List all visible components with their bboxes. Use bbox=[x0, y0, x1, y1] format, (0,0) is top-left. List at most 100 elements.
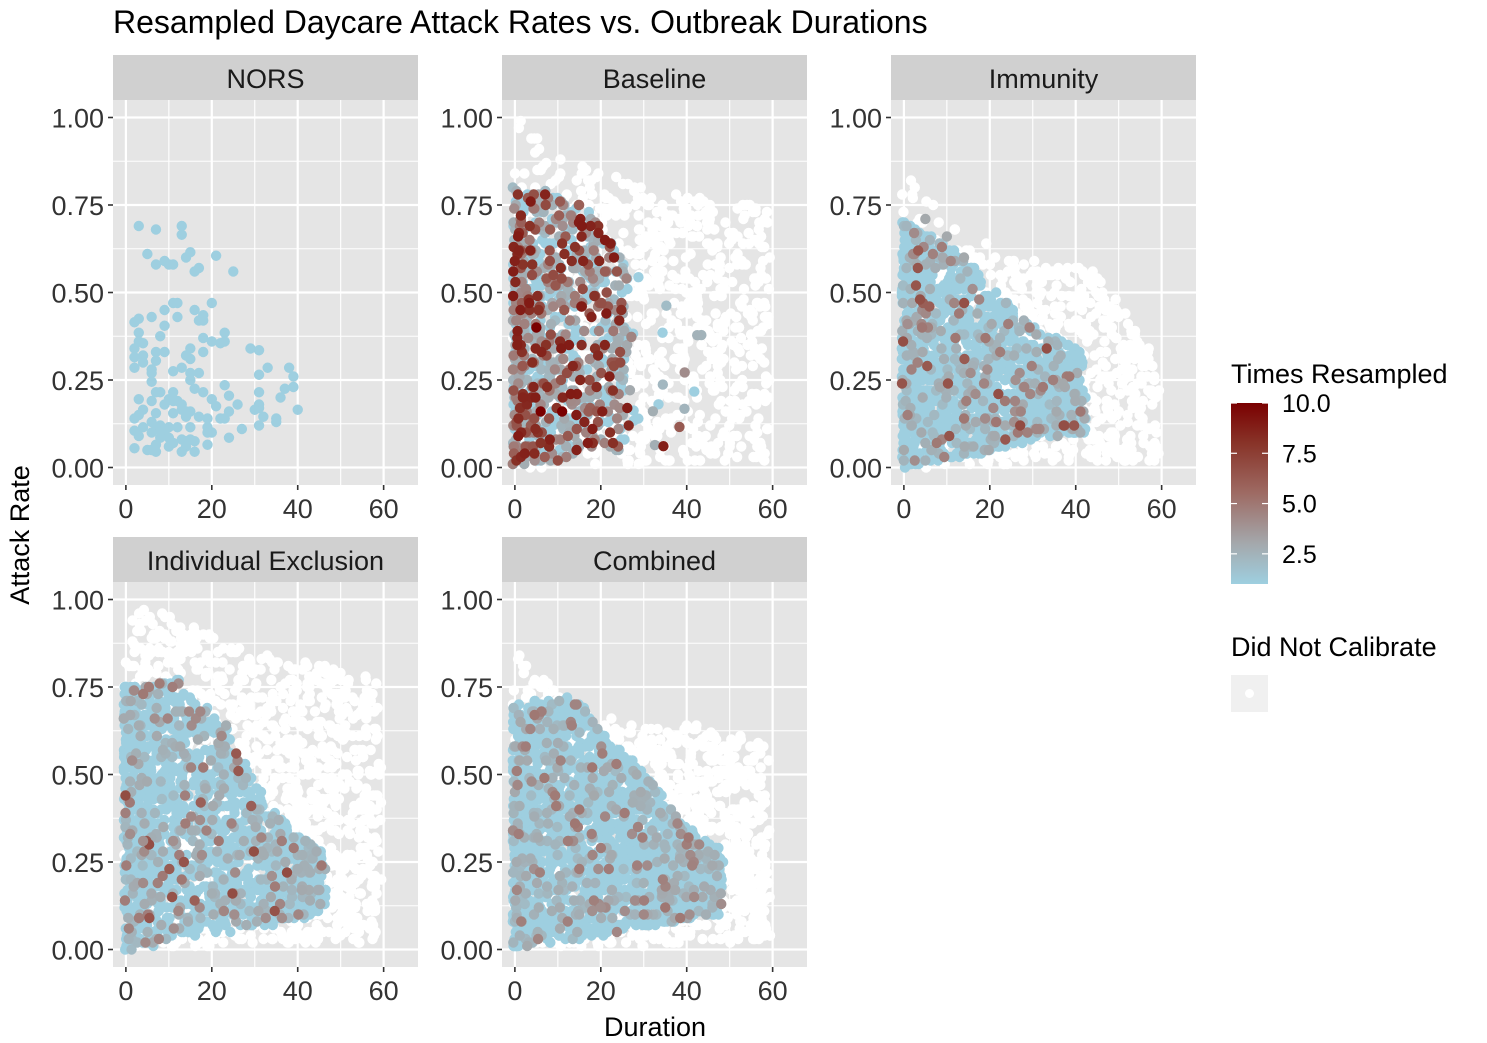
point-uncalibrated bbox=[1064, 322, 1075, 333]
point-calibrated bbox=[916, 322, 928, 333]
point-calibrated bbox=[626, 331, 637, 343]
point-calibrated bbox=[647, 406, 659, 417]
x-tick-label: 40 bbox=[283, 494, 313, 524]
point-calibrated bbox=[137, 357, 149, 368]
point-calibrated bbox=[623, 420, 634, 431]
point-calibrated bbox=[897, 336, 909, 347]
point-uncalibrated bbox=[537, 161, 549, 172]
point-calibrated bbox=[622, 283, 633, 295]
point-calibrated bbox=[513, 430, 524, 442]
point-calibrated bbox=[633, 271, 644, 283]
point-calibrated bbox=[999, 374, 1011, 386]
point-calibrated bbox=[602, 416, 614, 428]
point-uncalibrated bbox=[658, 245, 669, 256]
point-calibrated bbox=[176, 220, 187, 232]
point-uncalibrated bbox=[1132, 420, 1143, 431]
point-calibrated bbox=[1041, 343, 1052, 354]
point-uncalibrated bbox=[258, 933, 269, 945]
point-calibrated bbox=[512, 189, 524, 200]
point-calibrated bbox=[910, 280, 922, 291]
point-uncalibrated bbox=[618, 227, 629, 239]
point-calibrated bbox=[924, 301, 935, 312]
point-uncalibrated bbox=[741, 406, 752, 417]
point-uncalibrated bbox=[742, 339, 753, 351]
point-calibrated bbox=[545, 329, 557, 340]
point-uncalibrated bbox=[651, 206, 663, 218]
point-calibrated bbox=[942, 280, 953, 291]
point-uncalibrated bbox=[630, 259, 641, 270]
point-calibrated bbox=[529, 448, 540, 459]
point-uncalibrated bbox=[1134, 339, 1145, 351]
point-calibrated bbox=[577, 255, 589, 267]
point-calibrated bbox=[983, 444, 994, 456]
point-calibrated bbox=[541, 381, 553, 393]
point-calibrated bbox=[917, 346, 928, 358]
point-calibrated bbox=[586, 311, 597, 323]
point-calibrated bbox=[271, 416, 282, 428]
point-calibrated bbox=[582, 437, 594, 449]
point-hotspot bbox=[958, 413, 970, 424]
point-calibrated bbox=[657, 379, 669, 390]
point-calibrated bbox=[599, 234, 611, 246]
point-calibrated bbox=[532, 290, 543, 302]
point-calibrated bbox=[594, 255, 605, 267]
point-uncalibrated bbox=[677, 444, 689, 456]
x-tick-label: 60 bbox=[369, 494, 399, 524]
point-calibrated bbox=[1058, 420, 1069, 431]
point-hotspot bbox=[569, 241, 581, 253]
point-uncalibrated bbox=[980, 238, 992, 249]
point-uncalibrated bbox=[634, 224, 646, 235]
point-calibrated bbox=[908, 227, 920, 239]
strip-label-immunity: Immunity bbox=[989, 64, 1099, 94]
point-calibrated bbox=[530, 423, 541, 435]
point-calibrated bbox=[906, 437, 918, 449]
point-calibrated bbox=[588, 245, 599, 256]
point-uncalibrated bbox=[740, 259, 751, 270]
point-calibrated bbox=[275, 392, 286, 403]
point-calibrated bbox=[958, 297, 970, 309]
point-calibrated bbox=[944, 430, 955, 442]
point-calibrated bbox=[189, 383, 200, 394]
strip-label-nors: NORS bbox=[226, 64, 304, 94]
point-calibrated bbox=[951, 448, 962, 459]
point-calibrated bbox=[615, 357, 626, 368]
point-calibrated bbox=[611, 266, 623, 277]
point-uncalibrated bbox=[1073, 262, 1084, 274]
point-calibrated bbox=[587, 423, 598, 435]
point-calibrated bbox=[1072, 367, 1083, 379]
point-calibrated bbox=[934, 381, 946, 393]
point-calibrated bbox=[509, 203, 520, 214]
point-calibrated bbox=[962, 266, 973, 277]
point-calibrated bbox=[898, 455, 910, 466]
point-uncalibrated bbox=[700, 430, 711, 442]
point-calibrated bbox=[1024, 406, 1035, 417]
point-calibrated bbox=[571, 409, 582, 421]
point-calibrated bbox=[133, 327, 144, 338]
point-calibrated bbox=[1064, 371, 1075, 382]
point-calibrated bbox=[924, 234, 936, 246]
point-uncalibrated bbox=[747, 360, 759, 372]
x-tick-label: 0 bbox=[118, 494, 133, 524]
point-calibrated bbox=[189, 446, 200, 457]
point-uncalibrated bbox=[702, 346, 714, 358]
point-uncalibrated bbox=[1096, 371, 1108, 382]
point-calibrated bbox=[185, 247, 196, 258]
point-calibrated bbox=[515, 304, 526, 316]
point-calibrated bbox=[619, 434, 630, 445]
point-calibrated bbox=[914, 294, 926, 305]
point-uncalibrated bbox=[1103, 430, 1114, 442]
point-uncalibrated bbox=[1098, 322, 1109, 333]
point-calibrated bbox=[559, 248, 570, 260]
point-calibrated bbox=[198, 346, 209, 358]
point-calibrated bbox=[616, 304, 627, 316]
point-calibrated bbox=[942, 378, 954, 389]
point-calibrated bbox=[562, 430, 574, 442]
point-calibrated bbox=[584, 353, 595, 365]
point-uncalibrated bbox=[665, 238, 676, 249]
point-calibrated bbox=[907, 297, 918, 309]
point-calibrated bbox=[913, 245, 924, 256]
point-calibrated bbox=[552, 455, 564, 466]
point-uncalibrated bbox=[897, 189, 908, 200]
x-tick-label: 40 bbox=[1061, 494, 1091, 524]
point-calibrated bbox=[930, 262, 941, 274]
